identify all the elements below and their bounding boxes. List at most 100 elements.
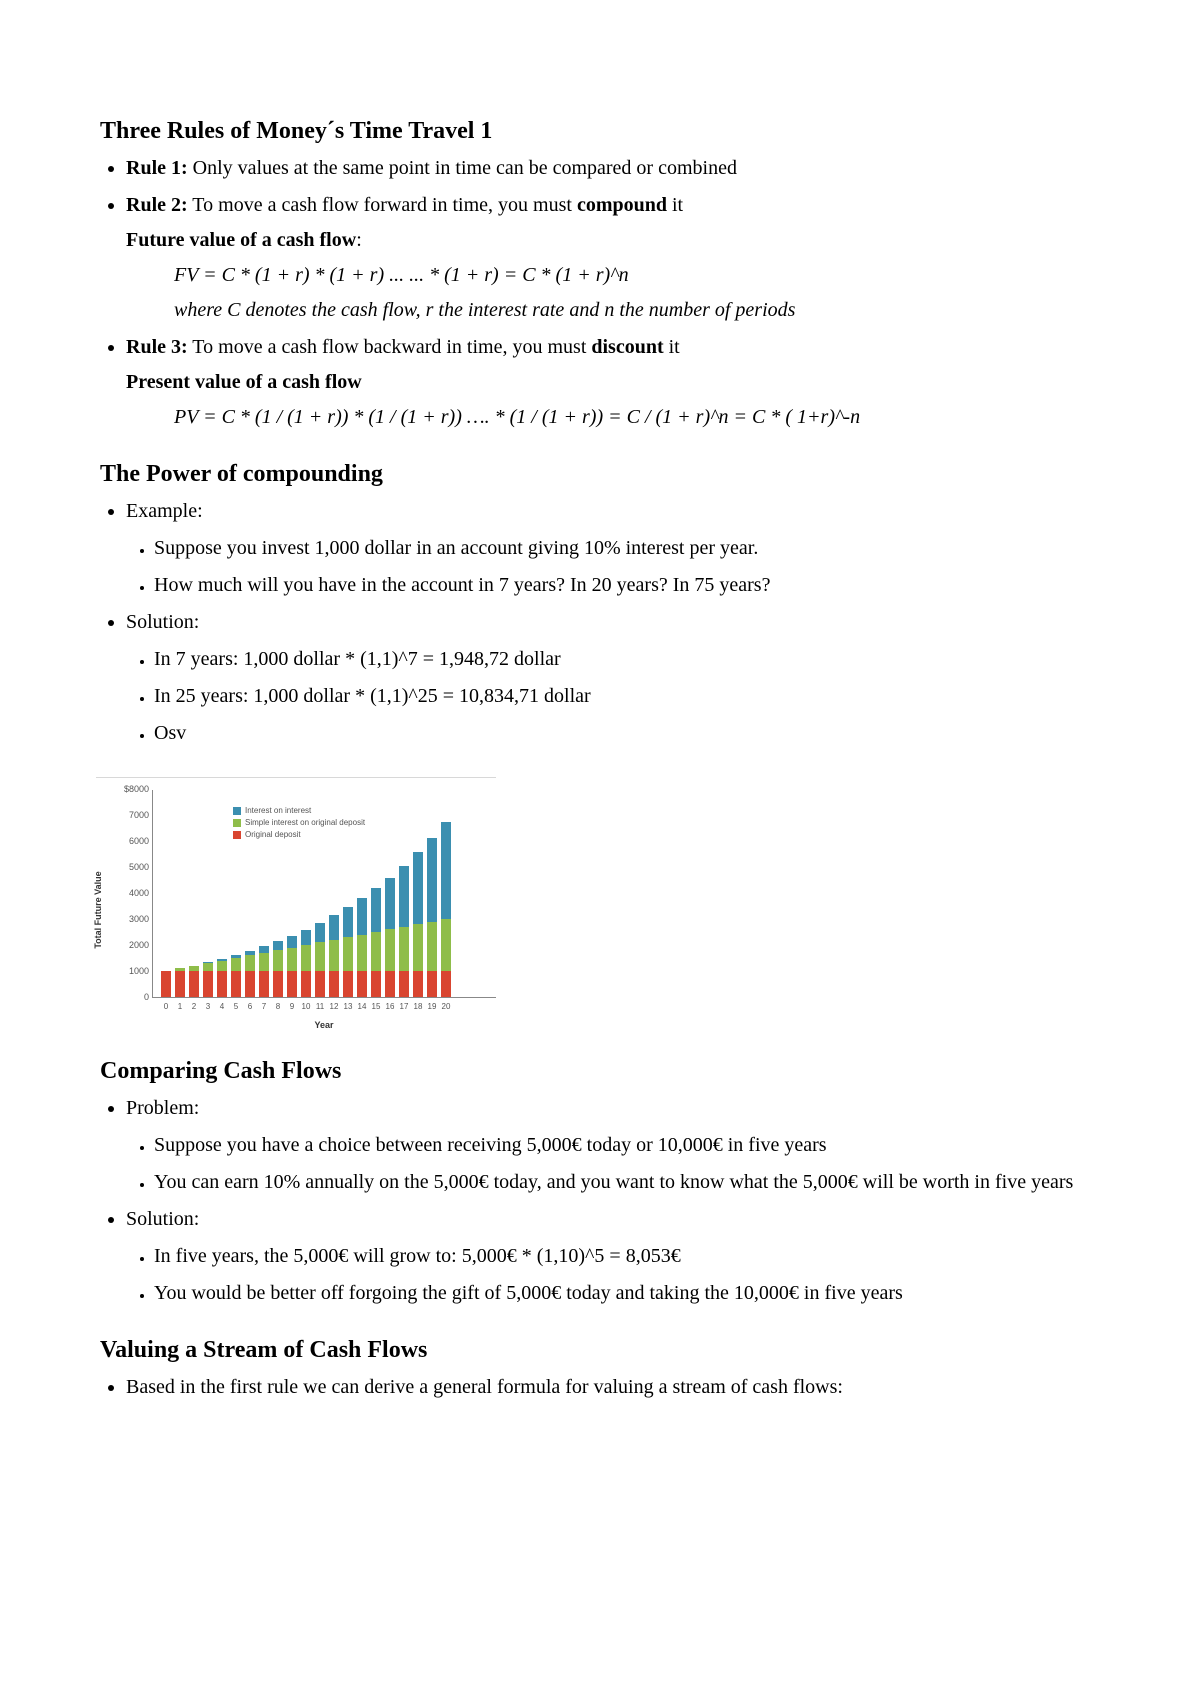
bar-seg-original [329, 971, 339, 997]
rule3-label: Rule 3: [126, 336, 188, 358]
rule-3: Rule 3: To move a cash flow backward in … [126, 332, 1100, 433]
bar-seg-simple [301, 945, 311, 971]
xtick: 2 [192, 1002, 196, 1011]
bar-seg-simple [343, 937, 353, 971]
legend-item: Original deposit [233, 829, 365, 840]
chart-plot: Interest on interestSimple interest on o… [152, 790, 496, 998]
bar-seg-simple [399, 927, 409, 971]
bar-column [161, 971, 171, 997]
chart-ylabel: Total Future Value [93, 871, 103, 948]
xtick: 19 [428, 1002, 437, 1011]
legend-swatch [233, 831, 241, 839]
rule2-subhead: Future value of a cash flow: [126, 225, 1100, 256]
bar-seg-simple [357, 935, 367, 971]
xtick: 5 [234, 1002, 238, 1011]
rule-2: Rule 2: To move a cash flow forward in t… [126, 190, 1100, 326]
bar-seg-simple [441, 919, 451, 971]
bar-column [441, 822, 451, 997]
bar-seg-simple [259, 953, 269, 971]
example-item: Example: Suppose you invest 1,000 dollar… [126, 496, 1100, 601]
bar-column [371, 888, 381, 997]
bar-seg-compound [385, 878, 395, 930]
bar-seg-original [217, 971, 227, 997]
legend-item: Interest on interest [233, 805, 365, 816]
xtick: 6 [248, 1002, 252, 1011]
bar-seg-simple [245, 955, 255, 971]
bar-column [175, 968, 185, 997]
ytick: 0 [113, 992, 149, 1002]
legend-item: Simple interest on original deposit [233, 817, 365, 828]
xtick: 18 [414, 1002, 423, 1011]
rule3-text-a: To move a cash flow backward in time, yo… [188, 336, 592, 358]
bar-seg-compound [343, 907, 353, 937]
xtick: 1 [178, 1002, 182, 1011]
legend-label: Simple interest on original deposit [245, 817, 365, 828]
comparing-list: Problem: Suppose you have a choice betwe… [100, 1093, 1100, 1309]
ytick: 3000 [113, 914, 149, 924]
bar-seg-simple [273, 950, 283, 971]
bar-seg-original [385, 971, 395, 997]
bar-column [245, 951, 255, 997]
s1: In five years, the 5,000€ will grow to: … [154, 1241, 1100, 1272]
bar-column [413, 852, 423, 997]
problem-label: Problem: [126, 1097, 199, 1119]
xtick: 10 [302, 1002, 311, 1011]
ex1: Suppose you invest 1,000 dollar in an ac… [154, 533, 1100, 564]
bar-seg-simple [203, 963, 213, 971]
bar-column [217, 959, 227, 997]
rule1-text: Only values at the same point in time ca… [188, 157, 737, 179]
bar-column [315, 923, 325, 997]
xtick: 17 [400, 1002, 409, 1011]
bar-seg-simple [315, 942, 325, 971]
bar-seg-original [273, 971, 283, 997]
bar-column [259, 946, 269, 997]
xtick: 3 [206, 1002, 210, 1011]
rule1-label: Rule 1: [126, 157, 188, 179]
bar-seg-original [301, 971, 311, 997]
xtick: 4 [220, 1002, 224, 1011]
bar-column [357, 898, 367, 997]
legend-label: Original deposit [245, 829, 301, 840]
heading-valuing: Valuing a Stream of Cash Flows [100, 1337, 1100, 1364]
xtick: 20 [442, 1002, 451, 1011]
bar-column [343, 907, 353, 997]
p2: You can earn 10% annually on the 5,000€ … [154, 1167, 1100, 1198]
ytick: $8000 [113, 784, 149, 794]
rule3-text-b: it [664, 336, 680, 358]
solution-sublist: In 7 years: 1,000 dollar * (1,1)^7 = 1,9… [126, 644, 1100, 749]
page: Three Rules of Money´s Time Travel 1 Rul… [0, 0, 1200, 1469]
xtick: 14 [358, 1002, 367, 1011]
bar-seg-compound [427, 838, 437, 922]
bar-seg-original [175, 971, 185, 997]
bar-seg-compound [329, 915, 339, 939]
rules-list: Rule 1: Only values at the same point in… [100, 153, 1100, 433]
bar-seg-compound [287, 936, 297, 948]
bar-seg-simple [287, 948, 297, 971]
xtick: 13 [344, 1002, 353, 1011]
xtick: 11 [316, 1002, 324, 1011]
sol1: In 7 years: 1,000 dollar * (1,1)^7 = 1,9… [154, 644, 1100, 675]
legend-label: Interest on interest [245, 805, 311, 816]
bar-seg-original [189, 971, 199, 997]
bar-column [231, 955, 241, 997]
bar-seg-original [357, 971, 367, 997]
xtick: 0 [164, 1002, 168, 1011]
bar-column [399, 866, 409, 997]
bar-column [329, 915, 339, 997]
bar-seg-compound [441, 822, 451, 919]
bar-column [273, 941, 283, 997]
bar-column [427, 838, 437, 997]
s2: You would be better off forgoing the gif… [154, 1278, 1100, 1309]
bar-seg-original [441, 971, 451, 997]
bar-seg-original [427, 971, 437, 997]
rule2-text-b: it [667, 194, 683, 216]
sol2: In 25 years: 1,000 dollar * (1,1)^25 = 1… [154, 681, 1100, 712]
bar-column [203, 962, 213, 997]
bar-seg-original [315, 971, 325, 997]
bar-seg-compound [371, 888, 381, 932]
bar-column [385, 878, 395, 997]
rule2-text-a: To move a cash flow forward in time, you… [188, 194, 577, 216]
bar-seg-original [161, 971, 171, 997]
heading-compounding: The Power of compounding [100, 461, 1100, 488]
bar-seg-compound [399, 866, 409, 927]
